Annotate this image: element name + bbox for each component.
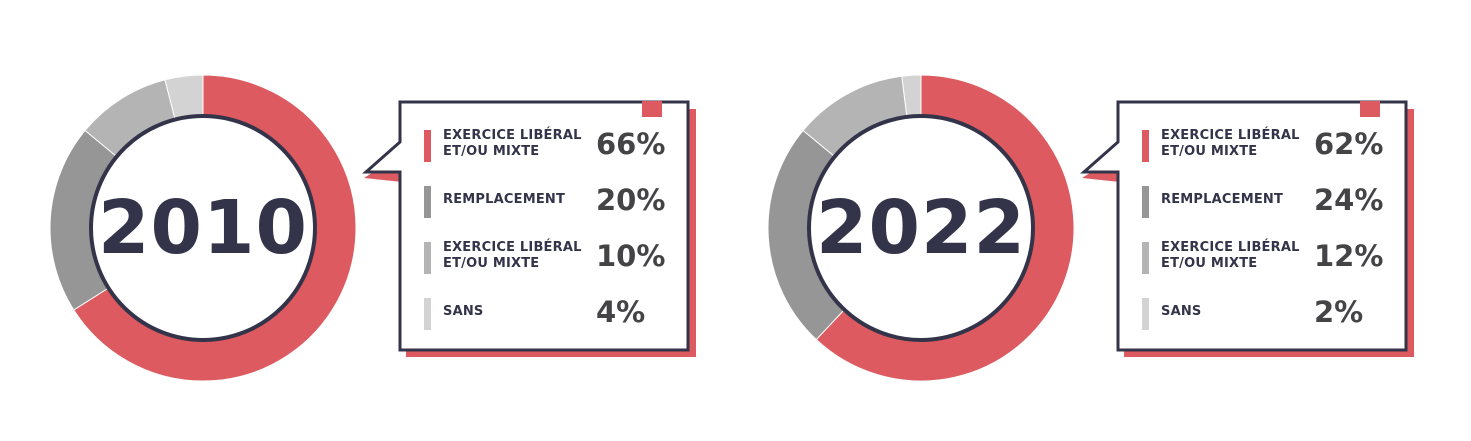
legend-value: 12% [1314,239,1384,273]
donut-chart-2022: 2022 [767,74,1075,382]
legend-value: 10% [596,239,666,273]
donut-center-circle [89,114,317,342]
legend-label: EXERCICE LIBÉRAL ET/OU MIXTE [1161,128,1300,159]
legend-color-swatch [1142,298,1149,330]
legend-value: 24% [1314,183,1384,217]
callout-box [362,100,690,352]
legend-value: 4% [596,295,646,329]
donut-center-circle [807,114,1035,342]
legend-color-swatch [424,242,431,274]
callout-accent-square [642,101,662,117]
legend-color-swatch [1142,186,1149,218]
callout-accent-square [1360,101,1380,117]
legend-callout-2022 [1080,100,1414,357]
legend-value: 20% [596,183,666,217]
chart-panel-2010: 2010 EXERCICE LIBÉRAL ET/OU MIXTE 66% REMP… [0,0,735,441]
legend-label: SANS [443,304,484,319]
chart-panel-2022: 2022 EXERCICE LIBÉRAL ET/OU MIXTE 62% REMP… [718,0,1453,441]
legend-label: SANS [1161,304,1202,319]
legend-value: 2% [1314,295,1364,329]
center-year-label: 2010 [98,185,308,271]
legend-color-swatch [424,186,431,218]
donut-chart-2010: 2010 [49,74,357,382]
legend-value: 62% [1314,127,1384,161]
callout-box [1080,100,1408,352]
legend-label: REMPLACEMENT [443,192,566,207]
legend-callout-2010 [362,100,696,357]
legend-label: EXERCICE LIBÉRAL ET/OU MIXTE [443,128,582,159]
legend-label: REMPLACEMENT [1161,192,1284,207]
legend-color-swatch [424,298,431,330]
legend-color-swatch [424,130,431,162]
center-year-label: 2022 [816,185,1026,271]
legend-color-swatch [1142,130,1149,162]
legend-label: EXERCICE LIBÉRAL ET/OU MIXTE [1161,240,1300,271]
legend-value: 66% [596,127,666,161]
legend-color-swatch [1142,242,1149,274]
legend-label: EXERCICE LIBÉRAL ET/OU MIXTE [443,240,582,271]
